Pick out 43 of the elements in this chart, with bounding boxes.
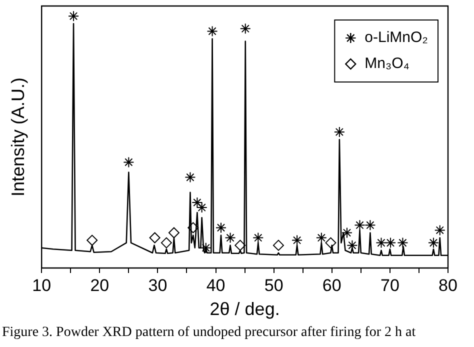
point bbox=[192, 197, 203, 208]
point bbox=[215, 222, 226, 234]
point bbox=[206, 26, 218, 37]
point bbox=[346, 240, 358, 251]
x-tick-label: 30 bbox=[148, 276, 168, 295]
x-tick-label: 50 bbox=[264, 276, 284, 295]
point bbox=[149, 232, 160, 244]
x-axis-title: 2θ / deg. bbox=[210, 299, 280, 320]
point bbox=[224, 232, 236, 244]
x-tick-label: 80 bbox=[438, 276, 458, 295]
point bbox=[160, 237, 172, 248]
point bbox=[334, 126, 345, 138]
legend-label: o-LiMnO₂ bbox=[364, 29, 428, 46]
point bbox=[385, 237, 396, 248]
point bbox=[434, 224, 446, 236]
x-tick-label: 20 bbox=[90, 276, 110, 295]
point bbox=[123, 156, 134, 168]
point bbox=[86, 234, 98, 246]
point bbox=[168, 227, 180, 238]
x-tick-label: 40 bbox=[206, 276, 226, 295]
point bbox=[196, 202, 208, 214]
point bbox=[354, 220, 366, 231]
point bbox=[292, 234, 303, 246]
point bbox=[252, 232, 264, 244]
x-tick-label: 10 bbox=[32, 276, 52, 295]
point bbox=[341, 227, 352, 238]
point bbox=[397, 237, 408, 248]
point bbox=[376, 237, 387, 248]
point bbox=[428, 237, 439, 248]
point bbox=[364, 220, 376, 231]
x-tick-label: 60 bbox=[322, 276, 342, 295]
point bbox=[184, 172, 196, 183]
point bbox=[316, 232, 327, 244]
x-tick-label: 70 bbox=[380, 276, 400, 295]
point bbox=[200, 242, 212, 254]
point bbox=[240, 23, 251, 34]
point bbox=[325, 237, 336, 248]
caption: Figure 3. Powder XRD pattern of undoped precursor after firing for 2 h at bbox=[2, 325, 417, 341]
point bbox=[272, 240, 284, 251]
point bbox=[68, 10, 80, 22]
legend-label: Mn₃O₄ bbox=[364, 55, 410, 72]
y-axis-title: Intensity (A.U.) bbox=[8, 77, 28, 197]
point bbox=[234, 240, 246, 251]
